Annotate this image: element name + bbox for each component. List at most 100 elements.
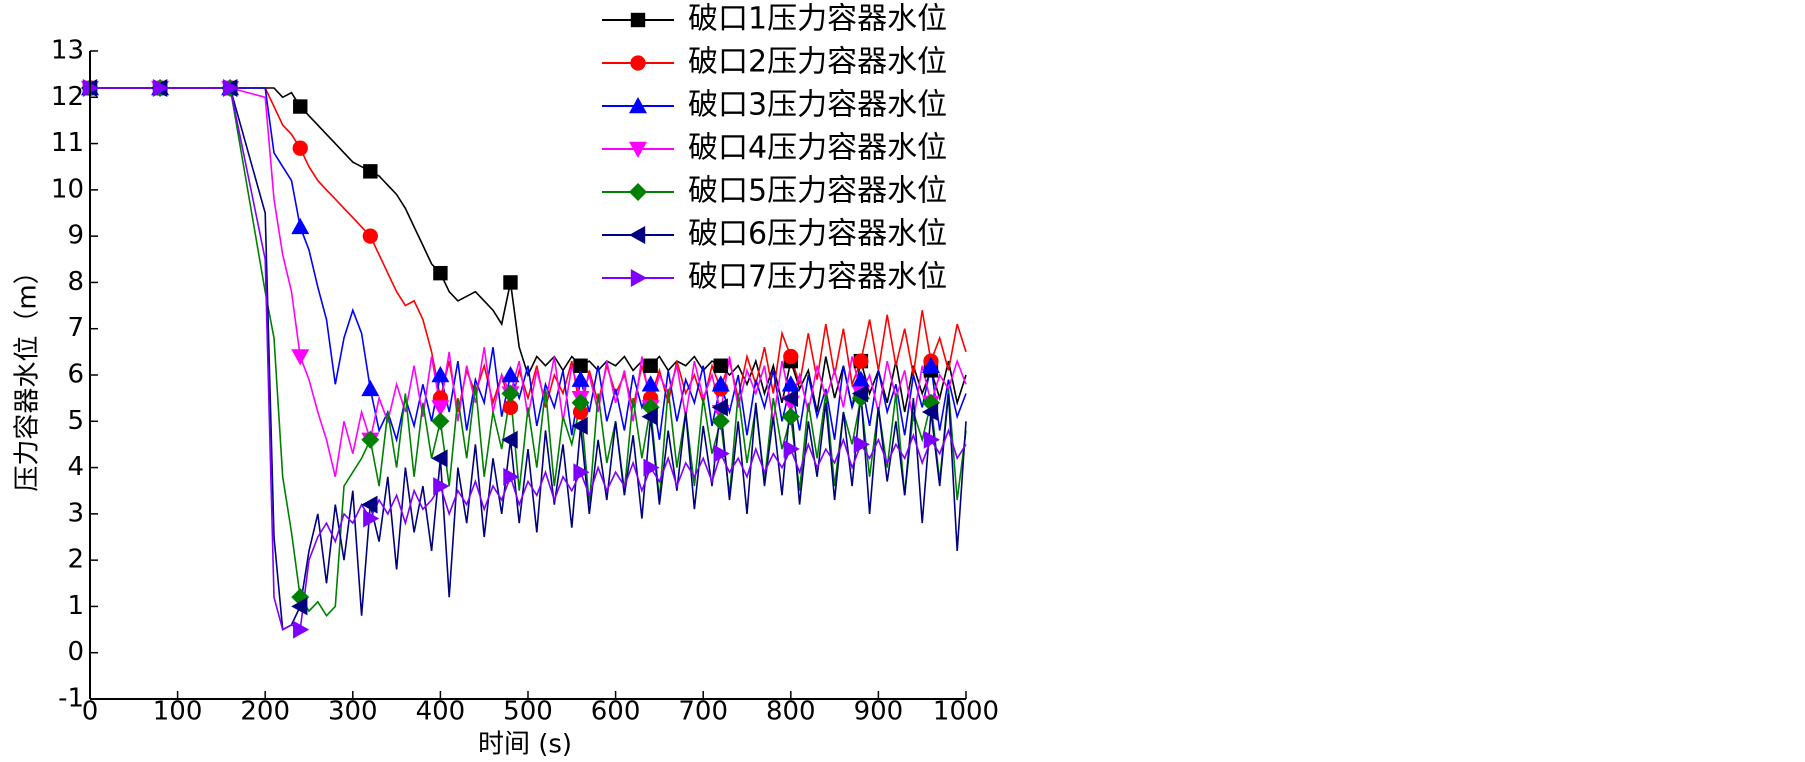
legend-marker bbox=[629, 226, 646, 244]
y-tick-label: 1 bbox=[67, 591, 84, 621]
legend-label: 破口3压力容器水位 bbox=[688, 88, 947, 123]
x-tick-label: 700 bbox=[678, 697, 728, 727]
marker bbox=[502, 399, 519, 416]
y-tick-label: 2 bbox=[67, 545, 84, 575]
series-line bbox=[90, 87, 967, 618]
x-tick-label: 0 bbox=[82, 697, 99, 727]
marker bbox=[222, 79, 240, 98]
y-tick-label: 4 bbox=[67, 452, 84, 482]
marker bbox=[921, 403, 939, 422]
marker bbox=[711, 412, 730, 431]
x-tick-label: 500 bbox=[503, 697, 553, 727]
y-tick-label: 8 bbox=[67, 267, 84, 297]
marker bbox=[431, 412, 450, 431]
marker bbox=[643, 458, 660, 477]
x-tick-label: 200 bbox=[240, 697, 290, 727]
marker bbox=[361, 495, 378, 514]
x-tick-label: 900 bbox=[854, 697, 904, 727]
marker bbox=[781, 375, 800, 392]
marker bbox=[362, 228, 378, 244]
marker bbox=[711, 375, 730, 392]
series-line bbox=[90, 87, 967, 477]
marker bbox=[503, 275, 518, 290]
marker bbox=[571, 370, 590, 387]
y-tick-label: 12 bbox=[51, 82, 84, 112]
legend-marker bbox=[630, 12, 646, 28]
marker bbox=[291, 217, 310, 235]
marker bbox=[923, 430, 940, 449]
marker bbox=[152, 79, 170, 98]
marker bbox=[781, 407, 800, 426]
y-tick-label: -1 bbox=[58, 684, 84, 714]
y-tick-label: 7 bbox=[67, 313, 84, 343]
marker bbox=[783, 440, 800, 459]
legend-marker bbox=[630, 55, 646, 71]
x-tick-label: 800 bbox=[766, 697, 816, 727]
marker bbox=[431, 366, 450, 383]
marker bbox=[573, 463, 590, 482]
marker bbox=[293, 99, 308, 114]
marker bbox=[783, 348, 799, 365]
marker bbox=[851, 384, 869, 403]
y-tick-label: 10 bbox=[51, 174, 84, 204]
marker bbox=[503, 467, 520, 486]
marker bbox=[291, 349, 310, 366]
marker bbox=[853, 435, 870, 454]
marker bbox=[292, 140, 308, 156]
x-tick-label: 1000 bbox=[933, 697, 999, 727]
legend-marker bbox=[629, 141, 647, 158]
marker bbox=[641, 407, 658, 426]
legend-marker bbox=[629, 97, 647, 114]
marker bbox=[711, 398, 728, 417]
marker bbox=[363, 164, 378, 179]
y-axis-label: 压力容器水位（m） bbox=[13, 258, 43, 491]
marker bbox=[361, 379, 380, 397]
marker bbox=[501, 430, 518, 449]
marker bbox=[433, 265, 448, 281]
marker bbox=[641, 375, 660, 392]
legend-marker bbox=[629, 183, 647, 201]
series-line bbox=[90, 87, 967, 631]
marker bbox=[501, 366, 520, 383]
series-line bbox=[90, 87, 967, 631]
marker bbox=[291, 597, 308, 616]
legend-label: 破口5压力容器水位 bbox=[688, 174, 947, 209]
series-line bbox=[90, 87, 967, 443]
marker bbox=[293, 620, 310, 639]
marker bbox=[713, 358, 728, 373]
marker bbox=[713, 444, 730, 463]
marker bbox=[921, 356, 940, 373]
marker bbox=[363, 509, 380, 528]
x-tick-label: 400 bbox=[416, 697, 466, 727]
legend-label: 破口6压力容器水位 bbox=[688, 217, 947, 252]
legend-label: 破口1压力容器水位 bbox=[688, 2, 947, 37]
y-tick-label: 13 bbox=[51, 36, 84, 66]
x-tick-label: 600 bbox=[591, 697, 641, 727]
x-axis-label: 时间 (s) bbox=[478, 730, 572, 760]
legend-label: 破口4压力容器水位 bbox=[688, 131, 947, 166]
marker bbox=[571, 416, 588, 435]
marker bbox=[431, 400, 450, 417]
marker bbox=[643, 358, 658, 373]
marker bbox=[433, 477, 450, 496]
y-tick-label: 9 bbox=[67, 221, 84, 251]
marker bbox=[573, 358, 588, 373]
x-tick-label: 300 bbox=[328, 697, 378, 727]
marker bbox=[851, 370, 870, 387]
marker bbox=[572, 404, 589, 420]
marker bbox=[431, 449, 448, 468]
marker bbox=[853, 353, 869, 369]
y-tick-label: 11 bbox=[51, 128, 84, 158]
y-tick-label: 6 bbox=[67, 360, 84, 390]
y-tick-label: 0 bbox=[67, 637, 84, 667]
marker bbox=[361, 430, 380, 449]
legend-label: 破口7压力容器水位 bbox=[688, 260, 947, 295]
legend-marker bbox=[630, 269, 647, 287]
y-tick-label: 3 bbox=[67, 498, 84, 528]
marker bbox=[571, 393, 590, 412]
legend-label: 破口2压力容器水位 bbox=[688, 45, 947, 80]
y-tick-label: 5 bbox=[67, 406, 84, 436]
marker bbox=[501, 384, 520, 403]
